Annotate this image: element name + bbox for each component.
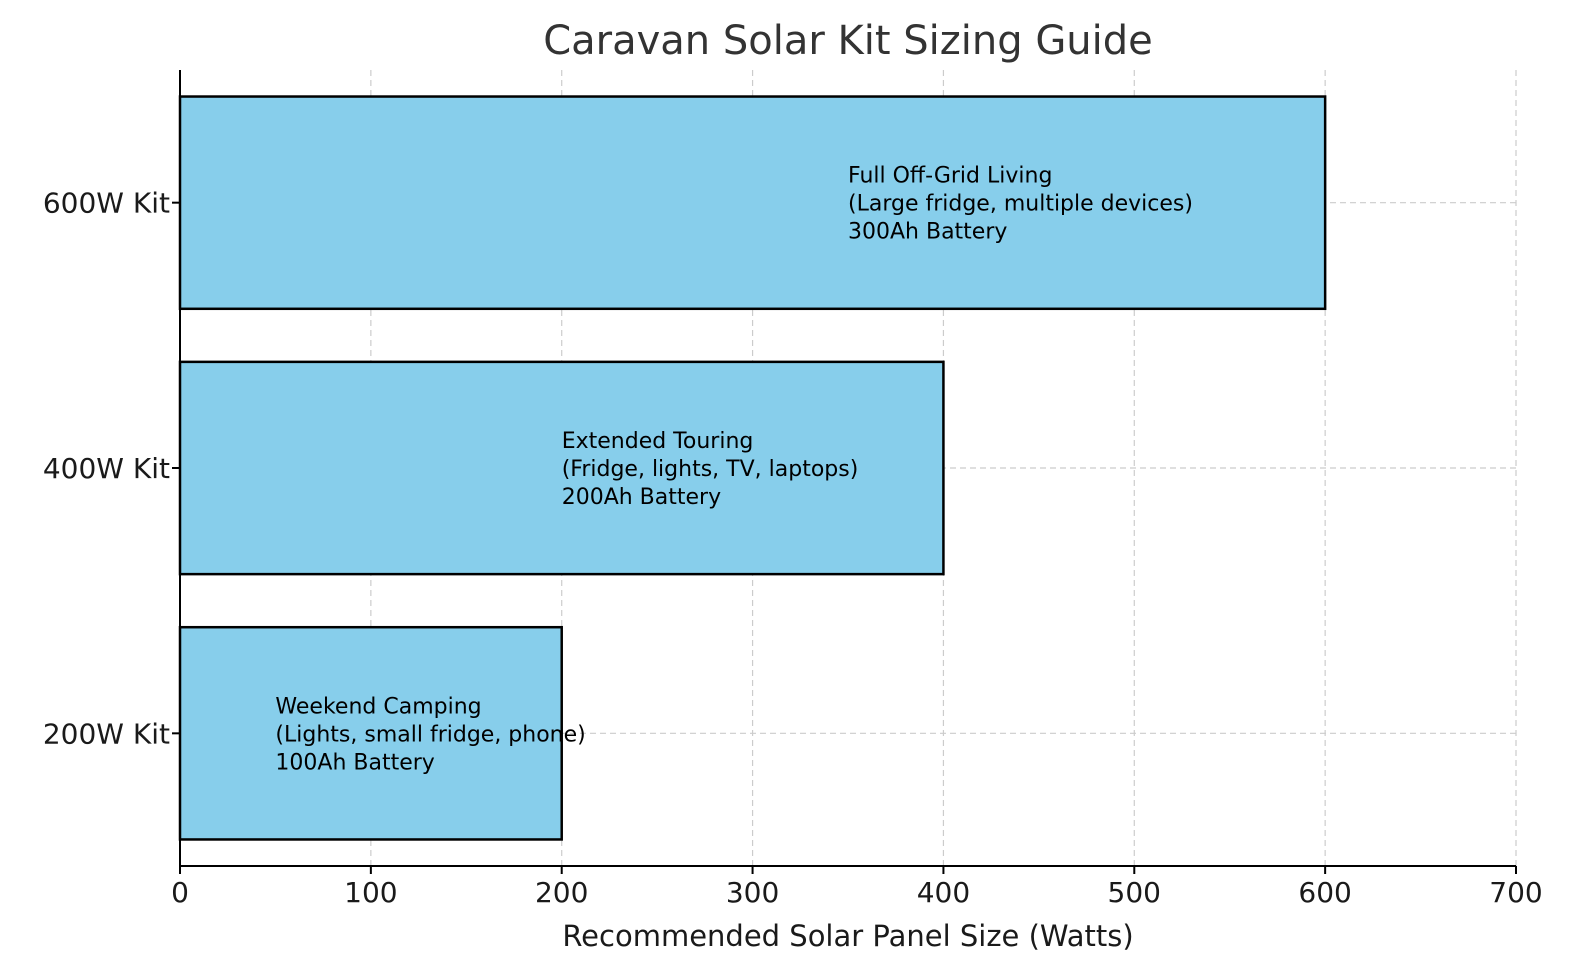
x-tick-label: 700: [1489, 876, 1542, 909]
axis-layer: 0 100 200 300 400 500 600 700 200W Kit 400W Kit 60…: [43, 70, 1543, 909]
bar-200w-kit: [178, 625, 563, 841]
annotation-line-1: Full Off-Grid Living: [848, 164, 1052, 189]
annotation-line-1: Weekend Camping: [275, 694, 481, 719]
x-tick-label: 100: [344, 876, 397, 909]
y-tick-label: 600W Kit: [43, 187, 170, 220]
annotation-line-2: (Lights, small fridge, phone): [275, 722, 585, 747]
bar-annotation: Extended Touring (Fridge, lights, TV, lap…: [562, 429, 859, 510]
chart-title: Caravan Solar Kit Sizing Guide: [543, 18, 1153, 64]
x-tick-label: 300: [726, 876, 779, 909]
y-tick-label: 400W Kit: [43, 452, 170, 485]
x-tick-label: 0: [171, 876, 189, 909]
bar-annotation: Full Off-Grid Living (Large fridge, multi…: [848, 164, 1193, 245]
x-tick-label: 600: [1298, 876, 1351, 909]
bar-600w-kit: [178, 95, 1327, 311]
annotation-line-2: (Fridge, lights, TV, laptops): [562, 457, 859, 482]
annotation-line-3: 100Ah Battery: [275, 750, 434, 775]
annotation-line-3: 300Ah Battery: [848, 220, 1007, 245]
bar-layer: [178, 95, 1327, 841]
bar-annotation: Weekend Camping (Lights, small fridge, ph…: [275, 694, 585, 775]
annotation-line-2: (Large fridge, multiple devices): [848, 192, 1193, 217]
annotation-line-3: 200Ah Battery: [562, 485, 721, 510]
x-axis-title: Recommended Solar Panel Size (Watts): [562, 919, 1133, 953]
y-tick-label: 200W Kit: [43, 717, 170, 750]
x-tick-label: 400: [917, 876, 970, 909]
annotation-line-1: Extended Touring: [562, 429, 754, 454]
x-tick-label: 500: [1108, 876, 1161, 909]
annotation-layer: Weekend Camping (Lights, small fridge, ph…: [275, 164, 1193, 776]
x-tick-label: 200: [535, 876, 588, 909]
bar-400w-kit: [178, 360, 945, 576]
